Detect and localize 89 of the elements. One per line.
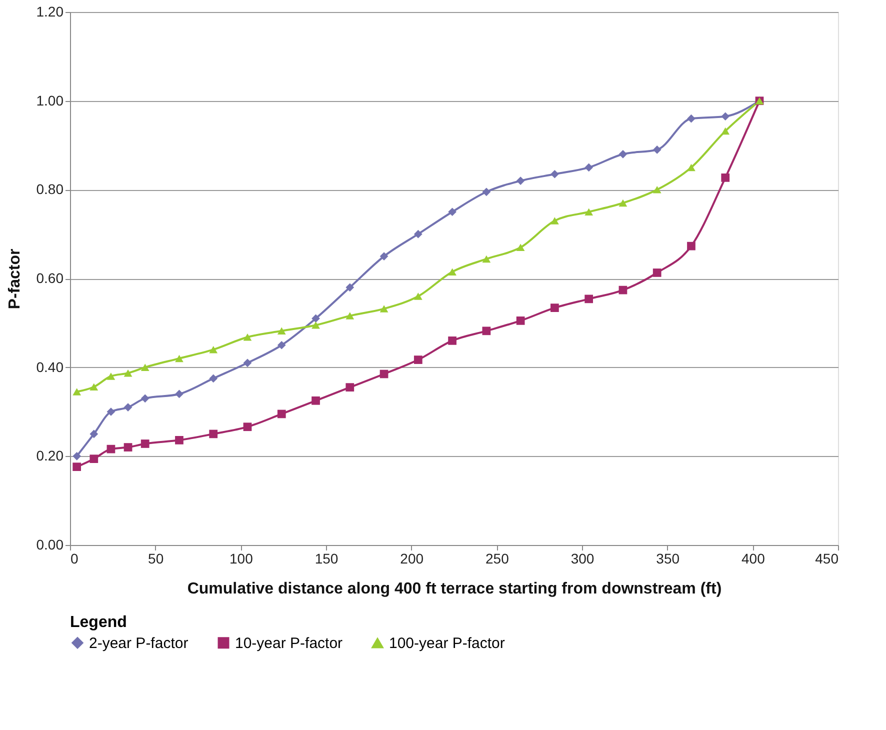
point	[721, 127, 730, 135]
point	[175, 436, 184, 444]
point	[346, 383, 354, 392]
point	[209, 346, 218, 354]
point	[482, 188, 491, 196]
point	[550, 217, 559, 224]
point	[277, 340, 286, 350]
point	[652, 268, 662, 277]
point	[124, 369, 132, 377]
point	[243, 422, 252, 432]
x-tick-label: 350	[656, 550, 680, 566]
point	[243, 358, 252, 368]
point	[209, 430, 218, 438]
point	[90, 383, 98, 390]
point	[687, 114, 696, 123]
x-tick-label: 100	[229, 550, 254, 566]
point	[72, 452, 82, 460]
x-tick-label: 250	[485, 550, 510, 566]
point	[448, 336, 456, 345]
x-tick-label: 50	[148, 550, 164, 566]
y-tick-label: 0.80	[36, 181, 64, 198]
point	[106, 372, 116, 380]
point	[550, 170, 559, 178]
x-tick-label: 200	[400, 550, 424, 566]
point	[175, 354, 184, 362]
point	[243, 334, 252, 341]
point	[618, 286, 628, 294]
x-axis-title: Cumulative distance along 400 ft terrace starting from downstream (ft)	[187, 580, 722, 598]
y-tick-label: 0.00	[36, 536, 64, 552]
point	[584, 163, 594, 172]
x-tick-label: 300	[570, 550, 594, 566]
point	[209, 374, 218, 383]
point	[90, 430, 98, 438]
point	[584, 208, 594, 216]
y-tick-label: 0.20	[36, 448, 64, 464]
point	[516, 176, 525, 185]
point	[175, 390, 184, 398]
point	[414, 292, 422, 300]
legend-label: 10-year P-factor	[235, 634, 343, 652]
point	[687, 164, 696, 172]
point	[140, 440, 150, 448]
point	[90, 454, 98, 464]
point	[584, 294, 594, 304]
legend-title: Legend	[70, 614, 127, 631]
point	[346, 312, 354, 320]
point	[380, 370, 388, 378]
point	[414, 356, 422, 364]
point	[516, 316, 525, 325]
point	[124, 443, 132, 452]
point	[124, 403, 132, 412]
y-tick-label: 1.00	[36, 92, 64, 108]
point	[652, 146, 662, 154]
point	[516, 244, 525, 252]
point	[277, 410, 286, 418]
point	[380, 252, 388, 260]
x-tick-label: 150	[314, 550, 338, 566]
legend-label: 100-year P-factor	[389, 635, 505, 652]
point	[618, 199, 628, 207]
x-tick-label: 450	[815, 550, 839, 566]
point	[482, 255, 491, 263]
point	[346, 283, 354, 292]
point	[277, 327, 286, 335]
y-axis-title: P-factor	[6, 248, 24, 310]
point	[721, 173, 730, 182]
x-tick-label: 0	[70, 550, 78, 566]
point	[140, 364, 150, 371]
x-tick-label: 400	[741, 550, 766, 566]
point	[72, 462, 82, 472]
point	[448, 208, 456, 216]
point	[140, 394, 150, 403]
legend-label: 2-year P-factor	[89, 634, 188, 652]
point	[652, 186, 662, 194]
point	[312, 314, 320, 323]
y-tick-label: 0.60	[36, 270, 64, 286]
point	[312, 322, 320, 329]
point	[414, 230, 422, 238]
point	[550, 304, 559, 312]
y-tick-label: 0.40	[36, 358, 64, 375]
point	[72, 388, 82, 396]
point	[106, 408, 116, 416]
point	[106, 444, 116, 454]
point	[380, 305, 388, 312]
point	[312, 396, 320, 405]
point	[448, 268, 456, 276]
point	[482, 326, 491, 336]
point	[618, 150, 628, 158]
y-tick-label: 1.20	[36, 4, 64, 20]
point	[721, 112, 730, 121]
point	[687, 242, 696, 250]
